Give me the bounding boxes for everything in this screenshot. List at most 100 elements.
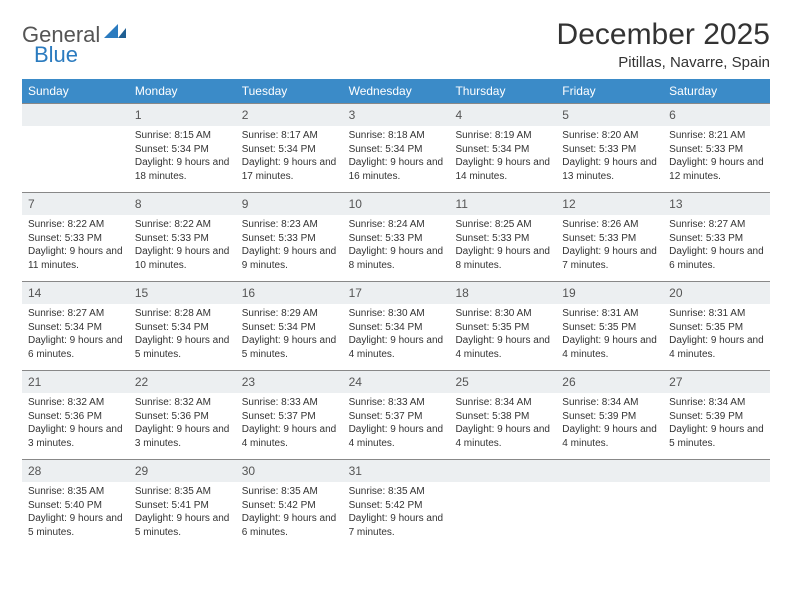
sunrise-text: Sunrise: 8:32 AM: [135, 396, 230, 410]
day-number: 13: [663, 193, 770, 215]
sunset-text: Sunset: 5:33 PM: [28, 232, 123, 246]
day-number: 26: [556, 371, 663, 393]
day-number: 18: [449, 282, 556, 304]
week-row: 7Sunrise: 8:22 AMSunset: 5:33 PMDaylight…: [22, 192, 770, 281]
day-body: Sunrise: 8:27 AMSunset: 5:34 PMDaylight:…: [22, 304, 129, 367]
sunrise-text: Sunrise: 8:22 AM: [135, 218, 230, 232]
day-body: Sunrise: 8:32 AMSunset: 5:36 PMDaylight:…: [22, 393, 129, 456]
week-row: 21Sunrise: 8:32 AMSunset: 5:36 PMDayligh…: [22, 370, 770, 459]
sunset-text: Sunset: 5:33 PM: [562, 232, 657, 246]
daylight-text: Daylight: 9 hours and 5 minutes.: [135, 512, 230, 539]
sunset-text: Sunset: 5:39 PM: [669, 410, 764, 424]
day-body: Sunrise: 8:23 AMSunset: 5:33 PMDaylight:…: [236, 215, 343, 278]
sunrise-text: Sunrise: 8:34 AM: [669, 396, 764, 410]
day-number: 16: [236, 282, 343, 304]
day-body: Sunrise: 8:30 AMSunset: 5:34 PMDaylight:…: [343, 304, 450, 367]
day-number: 10: [343, 193, 450, 215]
day-cell: 31Sunrise: 8:35 AMSunset: 5:42 PMDayligh…: [343, 460, 450, 548]
day-number: 8: [129, 193, 236, 215]
day-body: Sunrise: 8:25 AMSunset: 5:33 PMDaylight:…: [449, 215, 556, 278]
sunset-text: Sunset: 5:42 PM: [349, 499, 444, 513]
sunset-text: Sunset: 5:34 PM: [455, 143, 550, 157]
day-body: Sunrise: 8:35 AMSunset: 5:42 PMDaylight:…: [343, 482, 450, 545]
day-number: 19: [556, 282, 663, 304]
daylight-text: Daylight: 9 hours and 4 minutes.: [349, 423, 444, 450]
sunset-text: Sunset: 5:33 PM: [135, 232, 230, 246]
daylight-text: Daylight: 9 hours and 5 minutes.: [669, 423, 764, 450]
day-cell: 25Sunrise: 8:34 AMSunset: 5:38 PMDayligh…: [449, 371, 556, 459]
logo-blue-wrapper: Blue: [34, 42, 78, 68]
day-body: Sunrise: 8:26 AMSunset: 5:33 PMDaylight:…: [556, 215, 663, 278]
day-cell: 5Sunrise: 8:20 AMSunset: 5:33 PMDaylight…: [556, 104, 663, 192]
sunset-text: Sunset: 5:35 PM: [562, 321, 657, 335]
sunrise-text: Sunrise: 8:28 AM: [135, 307, 230, 321]
day-number: 12: [556, 193, 663, 215]
sunset-text: Sunset: 5:38 PM: [455, 410, 550, 424]
daylight-text: Daylight: 9 hours and 3 minutes.: [28, 423, 123, 450]
sunset-text: Sunset: 5:34 PM: [349, 143, 444, 157]
day-cell: 3Sunrise: 8:18 AMSunset: 5:34 PMDaylight…: [343, 104, 450, 192]
daylight-text: Daylight: 9 hours and 4 minutes.: [562, 423, 657, 450]
day-body: Sunrise: 8:19 AMSunset: 5:34 PMDaylight:…: [449, 126, 556, 189]
day-body: Sunrise: 8:33 AMSunset: 5:37 PMDaylight:…: [343, 393, 450, 456]
day-number: 1: [129, 104, 236, 126]
day-number: 21: [22, 371, 129, 393]
daylight-text: Daylight: 9 hours and 12 minutes.: [669, 156, 764, 183]
logo-text-blue: Blue: [34, 42, 78, 67]
sunrise-text: Sunrise: 8:22 AM: [28, 218, 123, 232]
daylight-text: Daylight: 9 hours and 16 minutes.: [349, 156, 444, 183]
sunrise-text: Sunrise: 8:20 AM: [562, 129, 657, 143]
day-body: Sunrise: 8:33 AMSunset: 5:37 PMDaylight:…: [236, 393, 343, 456]
sunset-text: Sunset: 5:34 PM: [242, 321, 337, 335]
day-number: [663, 460, 770, 482]
logo-triangle-icon: [104, 24, 126, 38]
sunset-text: Sunset: 5:40 PM: [28, 499, 123, 513]
day-number: 4: [449, 104, 556, 126]
daylight-text: Daylight: 9 hours and 4 minutes.: [242, 423, 337, 450]
sunrise-text: Sunrise: 8:18 AM: [349, 129, 444, 143]
sunset-text: Sunset: 5:33 PM: [669, 232, 764, 246]
sunset-text: Sunset: 5:34 PM: [135, 143, 230, 157]
daylight-text: Daylight: 9 hours and 18 minutes.: [135, 156, 230, 183]
week-row: 14Sunrise: 8:27 AMSunset: 5:34 PMDayligh…: [22, 281, 770, 370]
day-cell: 10Sunrise: 8:24 AMSunset: 5:33 PMDayligh…: [343, 193, 450, 281]
weekday-header: Sunday: [22, 79, 129, 103]
daylight-text: Daylight: 9 hours and 5 minutes.: [242, 334, 337, 361]
day-number: 20: [663, 282, 770, 304]
sunset-text: Sunset: 5:36 PM: [135, 410, 230, 424]
daylight-text: Daylight: 9 hours and 6 minutes.: [669, 245, 764, 272]
day-cell: 6Sunrise: 8:21 AMSunset: 5:33 PMDaylight…: [663, 104, 770, 192]
sunrise-text: Sunrise: 8:34 AM: [455, 396, 550, 410]
sunrise-text: Sunrise: 8:17 AM: [242, 129, 337, 143]
day-body: Sunrise: 8:15 AMSunset: 5:34 PMDaylight:…: [129, 126, 236, 189]
sunrise-text: Sunrise: 8:25 AM: [455, 218, 550, 232]
day-number: [22, 104, 129, 126]
sunset-text: Sunset: 5:34 PM: [28, 321, 123, 335]
daylight-text: Daylight: 9 hours and 3 minutes.: [135, 423, 230, 450]
daylight-text: Daylight: 9 hours and 5 minutes.: [28, 512, 123, 539]
day-body: Sunrise: 8:35 AMSunset: 5:42 PMDaylight:…: [236, 482, 343, 545]
day-body: Sunrise: 8:28 AMSunset: 5:34 PMDaylight:…: [129, 304, 236, 367]
weekday-header: Monday: [129, 79, 236, 103]
title-block: December 2025 Pitillas, Navarre, Spain: [557, 18, 770, 71]
sunrise-text: Sunrise: 8:26 AM: [562, 218, 657, 232]
day-number: 28: [22, 460, 129, 482]
daylight-text: Daylight: 9 hours and 13 minutes.: [562, 156, 657, 183]
day-body: Sunrise: 8:24 AMSunset: 5:33 PMDaylight:…: [343, 215, 450, 278]
sunrise-text: Sunrise: 8:31 AM: [669, 307, 764, 321]
day-body: Sunrise: 8:17 AMSunset: 5:34 PMDaylight:…: [236, 126, 343, 189]
sunrise-text: Sunrise: 8:35 AM: [242, 485, 337, 499]
sunset-text: Sunset: 5:37 PM: [242, 410, 337, 424]
daylight-text: Daylight: 9 hours and 4 minutes.: [455, 423, 550, 450]
daylight-text: Daylight: 9 hours and 4 minutes.: [349, 334, 444, 361]
header: General December 2025 Pitillas, Navarre,…: [22, 18, 770, 71]
day-cell: 28Sunrise: 8:35 AMSunset: 5:40 PMDayligh…: [22, 460, 129, 548]
day-cell: 13Sunrise: 8:27 AMSunset: 5:33 PMDayligh…: [663, 193, 770, 281]
day-number: [556, 460, 663, 482]
sunrise-text: Sunrise: 8:30 AM: [349, 307, 444, 321]
day-cell: 22Sunrise: 8:32 AMSunset: 5:36 PMDayligh…: [129, 371, 236, 459]
day-body: Sunrise: 8:31 AMSunset: 5:35 PMDaylight:…: [663, 304, 770, 367]
weekday-header-row: Sunday Monday Tuesday Wednesday Thursday…: [22, 79, 770, 103]
day-cell: 18Sunrise: 8:30 AMSunset: 5:35 PMDayligh…: [449, 282, 556, 370]
sunrise-text: Sunrise: 8:19 AM: [455, 129, 550, 143]
